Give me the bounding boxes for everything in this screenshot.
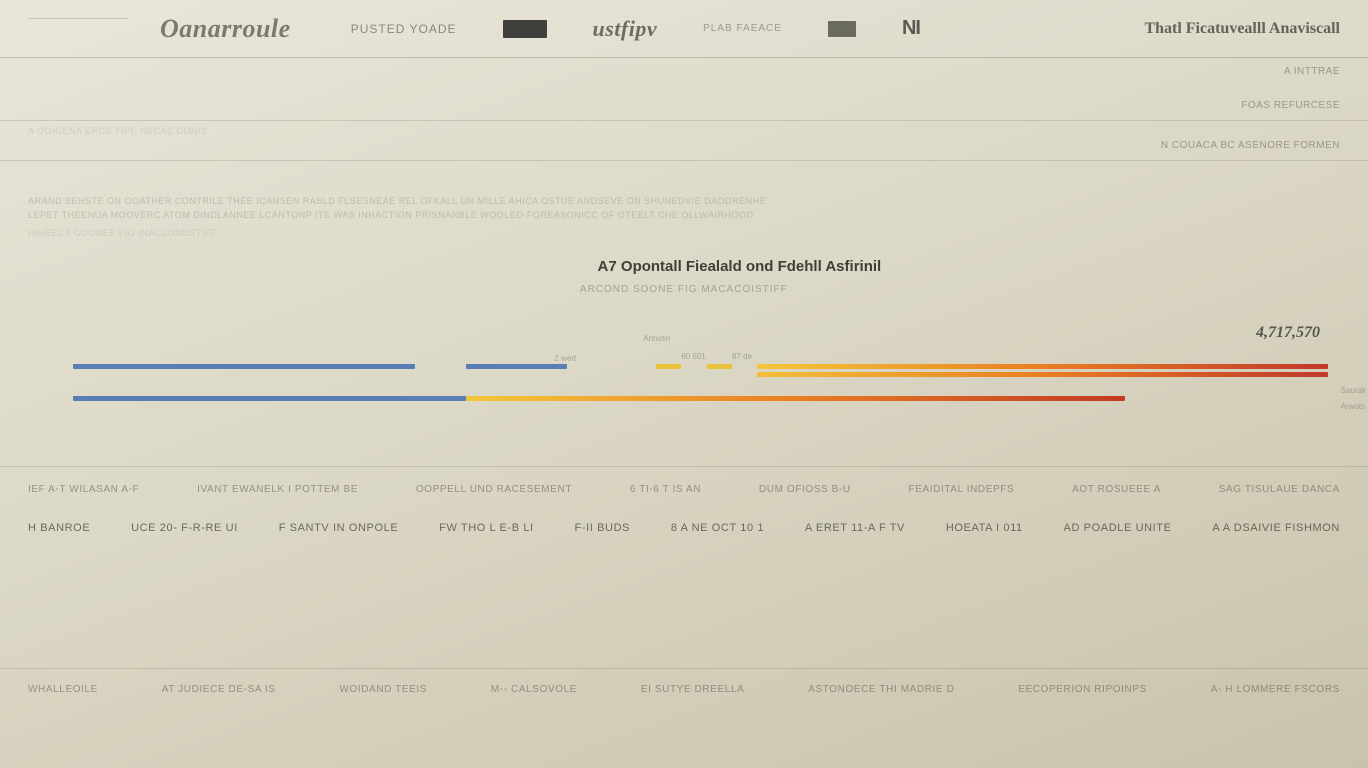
footer-cell: EECOPERION RIPOINPS xyxy=(1018,684,1147,695)
chart-subtitle: ARCOND SOONE FIG MACACOISTIFF xyxy=(580,284,788,295)
divider-4 xyxy=(0,668,1368,669)
brand-logo[interactable]: Oanarroule xyxy=(160,14,291,44)
footer-cell: ASTONOECE THI MADRIE D xyxy=(808,684,954,695)
chart-bar xyxy=(707,364,732,369)
footer-cell: A A DSAIVIE FISHMON xyxy=(1212,522,1340,534)
footer-row-1: IEF A-T WILASAN A-F IVANT EWANELK I POTTE… xyxy=(28,484,1340,495)
context-text-3: LEPET THEENUA MOOVERC ATOM DINDLANNEE LC… xyxy=(0,210,1368,220)
center-logo[interactable]: ustfipv xyxy=(593,16,658,42)
chart-title: A7 Opontall Fiealald ond Fdehll Asfirini… xyxy=(598,258,882,275)
footer-cell: A- H LOMMERE FSCORS xyxy=(1211,684,1340,695)
footer-cell: H BANROE xyxy=(28,522,90,534)
footer-cell: EI SUTYE DREELLA xyxy=(641,684,745,695)
footer-cell: HOEATA I 011 xyxy=(946,522,1023,534)
chart-bar xyxy=(466,396,1125,401)
flag-icon xyxy=(828,21,856,37)
footer-cell: WHALLEOILE xyxy=(28,684,98,695)
chart-tick-label: 60 501 xyxy=(681,352,705,361)
footer-cell: AD POADLE UNITE xyxy=(1064,522,1172,534)
chart-bar xyxy=(73,364,415,369)
timeline-chart: A7 Opontall Fiealald ond Fdehll Asfirini… xyxy=(60,258,1328,458)
footer-cell: OOPPELL UND RACESEMENT xyxy=(416,484,572,495)
footer-cell: FW THO L E-B LI xyxy=(439,522,534,534)
chart-bar xyxy=(466,364,567,369)
site-header: Oanarroule PUSTED YOADE ustfipv PLAB FAE… xyxy=(0,0,1368,58)
footer-cell: AOT ROSUEEE A xyxy=(1072,484,1161,495)
footer-cell: WOIDAND TEEIS xyxy=(339,684,427,695)
chart-bars: Annotin2 wert60 50187 deSaurakArwots xyxy=(60,358,1328,418)
footer-cell: UCE 20- F-R-RE UI xyxy=(131,522,238,534)
context-text-4: ISHEECT GOONEE FIG INACLONOSTIFF xyxy=(0,228,1368,238)
divider-3 xyxy=(0,466,1368,467)
footer-cell: A ERET 11-A F TV xyxy=(805,522,905,534)
brand-mark: NI xyxy=(902,17,920,40)
chart-tick-label: Annotin xyxy=(643,334,670,343)
context-text-2: ARAND SEHSTE ON OOATHER CONTRILE THEE IC… xyxy=(0,196,1368,206)
divider-2 xyxy=(0,160,1368,161)
footer-cell: FEAIDITAL INDEPFS xyxy=(909,484,1015,495)
nav-chip-icon[interactable] xyxy=(503,20,547,38)
meta-line-3: N COUACA BC ASENORE FORMEN xyxy=(1161,140,1340,151)
footer-row-2: H BANROE UCE 20- F-R-RE UI F SANTV IN ONPO… xyxy=(28,522,1340,534)
footer-row-3: WHALLEOILE AT JUDIECE DE-SA IS WOIDAND TEE… xyxy=(28,684,1340,695)
chart-tick-label: Arwots xyxy=(1341,402,1365,411)
footer-cell: F SANTV IN ONPOLE xyxy=(279,522,399,534)
nav-link-1[interactable]: PUSTED YOADE xyxy=(351,22,457,36)
chart-bar xyxy=(757,364,1328,369)
chart-bar xyxy=(73,396,466,401)
chart-tick-label: Saurak xyxy=(1341,386,1366,395)
footer-cell: F-II BUDS xyxy=(575,522,631,534)
chart-headline-value: 4,717,570 xyxy=(1256,324,1320,342)
footer-cell: M-- CALSOVOLE xyxy=(491,684,577,695)
page-title: Thatl Ficatuvealll Anaviscall xyxy=(1144,20,1340,38)
chart-bar xyxy=(656,364,681,369)
context-text-1: A OOIGENA ERCE TIPE NECAE DONIS xyxy=(0,126,1368,136)
divider-1 xyxy=(0,120,1368,121)
meta-line-1: A INTTRAE xyxy=(1284,66,1340,77)
chart-tick-label: 2 wert xyxy=(555,354,577,363)
chart-bar xyxy=(757,372,1328,377)
primary-nav: PUSTED YOADE ustfipv PLAB FAEACE NI xyxy=(351,16,1145,42)
footer-cell: AT JUDIECE DE-SA IS xyxy=(162,684,276,695)
nav-link-2[interactable]: PLAB FAEACE xyxy=(703,23,782,34)
meta-line-2: FOAS REFURCESE xyxy=(1241,100,1340,111)
footer-cell: 8 A NE OCT 10 1 xyxy=(671,522,764,534)
footer-cell: DUM OFIOSS B-U xyxy=(759,484,851,495)
footer-cell: 6 TI-6 T IS AN xyxy=(630,484,701,495)
chart-tick-label: 87 de xyxy=(732,352,752,361)
footer-cell: SAG TISULAUE DANCA xyxy=(1219,484,1340,495)
footer-cell: IEF A-T WILASAN A-F xyxy=(28,484,139,495)
footer-cell: IVANT EWANELK I POTTEM BE xyxy=(197,484,358,495)
